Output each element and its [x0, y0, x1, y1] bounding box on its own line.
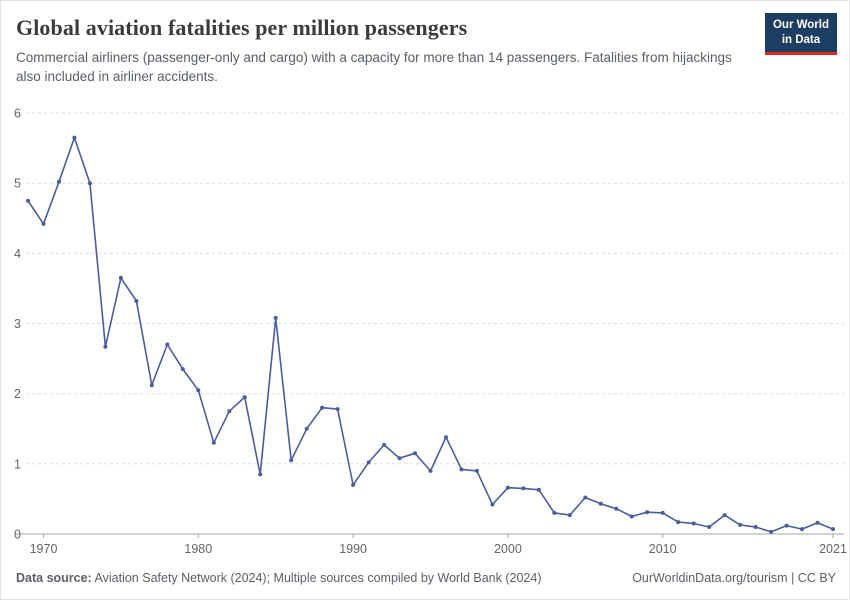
license-text: | CC BY — [787, 571, 836, 585]
svg-text:1: 1 — [14, 457, 21, 471]
svg-text:2010: 2010 — [649, 542, 677, 556]
credits: OurWorldinData.org/tourism | CC BY — [632, 571, 836, 585]
chart-header: Global aviation fatalities per million p… — [16, 15, 736, 87]
chart-area: 0 1 2 3 4 5 6 1970 1980 1990 2000 2010 2021 — [1, 96, 849, 558]
svg-text:1970: 1970 — [30, 542, 58, 556]
data-source-label: Data source: — [16, 571, 92, 585]
svg-text:3: 3 — [14, 317, 21, 331]
svg-text:0: 0 — [14, 528, 21, 542]
logo-line-2: in Data — [781, 33, 821, 46]
svg-text:1980: 1980 — [184, 542, 212, 556]
svg-text:2021: 2021 — [819, 542, 847, 556]
owid-url-link[interactable]: OurWorldinData.org/tourism — [632, 571, 788, 585]
data-source: Data source: Aviation Safety Network (20… — [16, 571, 541, 585]
svg-text:6: 6 — [14, 107, 21, 121]
chart-subtitle: Commercial airliners (passenger-only and… — [16, 50, 732, 84]
chart-footer: Data source: Aviation Safety Network (20… — [16, 571, 836, 585]
logo-line-1: Our World — [772, 19, 829, 31]
svg-text:2: 2 — [14, 387, 21, 401]
svg-text:4: 4 — [14, 247, 21, 261]
svg-text:1990: 1990 — [339, 542, 367, 556]
svg-text:5: 5 — [14, 177, 21, 191]
data-source-text: Aviation Safety Network (2024); Multiple… — [91, 571, 542, 585]
svg-text:2000: 2000 — [494, 542, 522, 556]
line-chart: 0 1 2 3 4 5 6 1970 1980 1990 2000 2010 2021 — [14, 107, 847, 557]
chart-title: Global aviation fatalities per million p… — [16, 15, 468, 40]
owid-logo[interactable]: Our World in Data — [764, 13, 837, 55]
